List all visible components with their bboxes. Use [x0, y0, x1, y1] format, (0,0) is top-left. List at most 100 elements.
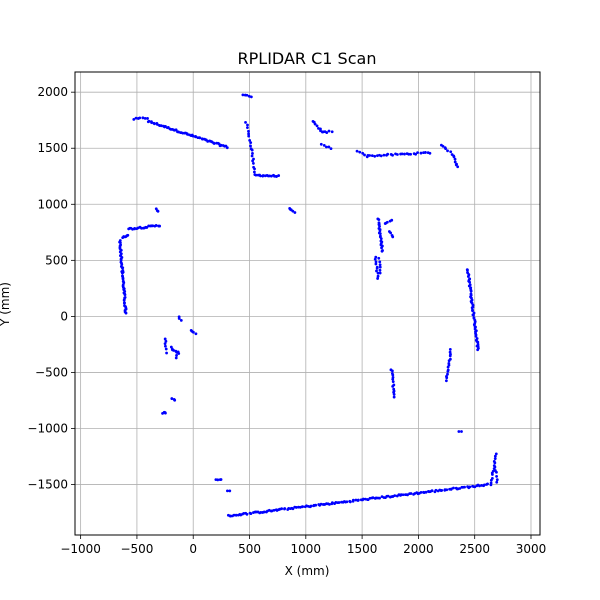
scan-point [122, 298, 126, 302]
scan-point [392, 393, 396, 396]
scan-point [377, 218, 381, 222]
scan-point [177, 317, 181, 320]
scan-point [385, 220, 389, 224]
scan-point [194, 332, 198, 336]
scan-point [225, 146, 229, 150]
scan-point [495, 475, 498, 478]
scan-point [164, 344, 167, 348]
scan-point [272, 508, 276, 512]
scan-point [159, 124, 163, 128]
x-tick-label: 1500 [347, 542, 378, 556]
scan-point [163, 342, 167, 346]
scan-point [363, 153, 366, 157]
scan-point [458, 487, 462, 490]
scan-point [252, 170, 256, 174]
scan-point [164, 339, 168, 343]
x-tick-label: 1000 [291, 542, 322, 556]
scan-point [327, 145, 331, 149]
scan-point [478, 484, 481, 488]
scan-point [378, 232, 382, 236]
scan-point [325, 145, 328, 149]
scan-point [441, 144, 445, 148]
scan-point [391, 153, 394, 157]
scan-point [345, 500, 349, 504]
scan-point [250, 148, 254, 152]
scan-point [244, 120, 247, 124]
y-tick-label: −1500 [27, 478, 68, 492]
scan-point [493, 465, 497, 469]
scan-point [378, 268, 382, 272]
scan-point [424, 151, 427, 154]
scan-point [449, 352, 452, 356]
scan-point [156, 209, 160, 213]
scan-point [246, 123, 249, 127]
scan-point [463, 485, 466, 489]
scan-point [452, 155, 456, 159]
scan-point [434, 488, 438, 492]
scan-point [251, 159, 255, 163]
scan-point [328, 502, 331, 506]
scan-point [212, 142, 216, 145]
scan-point [495, 470, 498, 474]
plot-frame [74, 71, 541, 536]
scan-point [294, 506, 298, 509]
scan-point [491, 469, 495, 473]
scan-point [201, 137, 204, 141]
scan-point [448, 357, 452, 361]
scan-point [460, 430, 463, 433]
scan-point [378, 496, 381, 500]
scan-point [121, 277, 125, 281]
scan-point [283, 507, 287, 510]
scan-point [232, 513, 236, 517]
scan-point [175, 354, 178, 357]
scan-point [368, 154, 372, 157]
scan-point [430, 489, 434, 493]
scan-point [474, 334, 478, 338]
scan-point [495, 480, 499, 484]
x-tick-label: −500 [120, 542, 153, 556]
scan-point [120, 266, 124, 270]
scan-point [376, 271, 380, 275]
scan-point [375, 266, 379, 270]
scan-point [251, 152, 254, 155]
scan-point [393, 494, 397, 498]
scan-point [390, 218, 394, 222]
scan-point [361, 497, 365, 501]
scan-point [386, 494, 390, 498]
scan-point [448, 347, 452, 351]
scan-point [313, 122, 317, 126]
scan-point [456, 165, 460, 169]
scan-point [492, 460, 496, 463]
scan-point [254, 173, 258, 177]
scan-point [466, 268, 469, 272]
scan-point [419, 151, 423, 155]
scan-point [315, 124, 319, 128]
y-tick-label: 1500 [37, 141, 68, 155]
scan-point [468, 485, 472, 489]
scan-point [466, 275, 470, 278]
scan-point [374, 262, 378, 266]
scan-point [389, 231, 393, 235]
scan-point [493, 457, 497, 461]
scan-point [141, 116, 145, 120]
scan-point [330, 130, 334, 134]
scan-point [453, 157, 457, 161]
scan-point [486, 482, 489, 486]
scan-point [374, 260, 378, 264]
scan-point [253, 167, 256, 171]
scan-point [376, 274, 380, 278]
scan-point [476, 348, 480, 352]
scan-point [277, 174, 281, 177]
scan-point [121, 271, 124, 275]
scan-point [428, 151, 432, 155]
scan-point [319, 142, 323, 146]
scan-point [176, 350, 180, 354]
scan-point [327, 129, 331, 133]
scan-point [247, 132, 251, 136]
scan-point [132, 117, 136, 121]
scan-point [118, 241, 122, 245]
scan-point [262, 510, 266, 514]
scan-point [409, 492, 413, 495]
scan-point [356, 498, 360, 502]
scan-point [216, 478, 220, 482]
